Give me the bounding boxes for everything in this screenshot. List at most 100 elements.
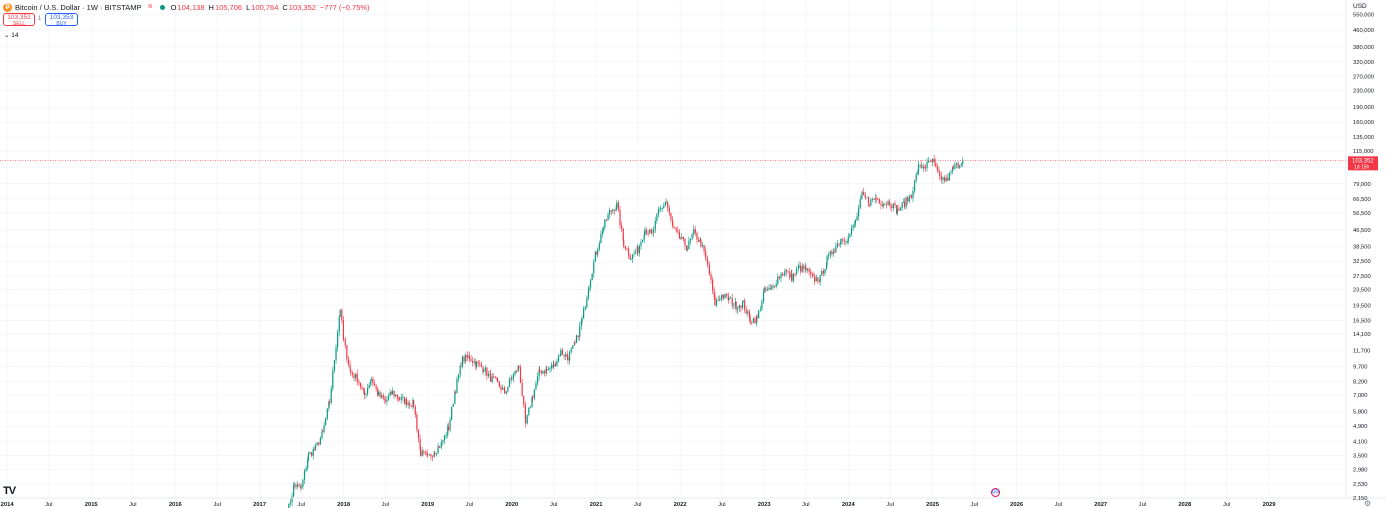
candle [381, 392, 383, 400]
candle [312, 446, 314, 460]
candle [417, 429, 420, 443]
candle [332, 366, 334, 392]
candle [896, 205, 898, 215]
buy-button[interactable]: 103,353 BUY [45, 13, 78, 27]
price-tick-label: 23,500 [1353, 287, 1371, 293]
candle [549, 366, 551, 373]
candle [339, 309, 341, 318]
candle [649, 228, 651, 235]
candle [791, 269, 793, 283]
candle [742, 300, 744, 304]
candle [346, 344, 348, 363]
indicators-toggle[interactable]: ⌄ 14 [4, 31, 19, 39]
candle [423, 449, 425, 456]
gear-icon[interactable]: ⚙ [1364, 499, 1372, 508]
market-status-icon[interactable]: ≋ [147, 4, 153, 10]
candle [651, 227, 653, 236]
time-tick-label: 2029 [1263, 502, 1277, 508]
candle [713, 287, 715, 300]
tradingview-logo-icon[interactable]: TV [3, 485, 16, 497]
candle [784, 268, 786, 278]
candle [565, 351, 567, 360]
candle [521, 378, 523, 397]
price-axis[interactable]: 2,150 2,530 2,980 3,500 4,100 4,900 5,800 7,000… [1353, 13, 1374, 502]
candle [650, 229, 652, 234]
candle [700, 237, 702, 248]
candle [609, 207, 611, 219]
candle [496, 376, 498, 381]
candle [486, 367, 488, 381]
time-axis[interactable]: 2014 Jul 2015 Jul 2016 Jul 2017 Jul 2018 Jul 2019 J… [1, 502, 1277, 508]
candle [554, 361, 556, 367]
candle [387, 393, 390, 402]
candle [619, 205, 621, 230]
candle [887, 199, 889, 206]
candle [629, 253, 631, 260]
candle [337, 329, 339, 352]
candle [734, 297, 737, 309]
candle [644, 227, 646, 236]
time-tick-label: Jul [550, 502, 557, 508]
candle [604, 218, 606, 231]
candle [610, 209, 612, 216]
currency-label[interactable]: USD [1353, 3, 1367, 10]
time-tick-label: 2028 [1178, 502, 1192, 508]
candle [852, 224, 854, 232]
candle [641, 239, 644, 243]
candle [621, 221, 623, 233]
candle [311, 451, 313, 458]
candle [439, 445, 441, 448]
candle [867, 195, 870, 207]
candle [593, 258, 595, 278]
candle [542, 370, 544, 375]
candle [959, 164, 961, 169]
candle [298, 482, 300, 488]
candle [794, 272, 796, 278]
candle [483, 369, 485, 373]
candle [451, 406, 453, 421]
candle [370, 376, 372, 381]
us-flag-icon[interactable]: US [991, 488, 1000, 497]
candle [880, 200, 882, 210]
candle [321, 428, 323, 440]
candle [829, 250, 831, 259]
candle [675, 227, 677, 233]
candle [672, 223, 674, 229]
candle [921, 160, 923, 169]
grid [0, 0, 1346, 499]
candle [557, 353, 560, 364]
candle [547, 366, 549, 371]
sell-button[interactable]: 103,352 SELL [3, 13, 35, 27]
candle [347, 356, 350, 368]
candle [826, 261, 828, 271]
candle [493, 373, 495, 379]
candle [826, 254, 828, 266]
candle [612, 208, 614, 214]
time-tick-label: Jul [1055, 502, 1062, 508]
candle [584, 305, 586, 311]
candle [677, 226, 679, 235]
price-tick-label: 14,100 [1353, 332, 1371, 338]
candle [936, 163, 939, 173]
time-tick-label: 2015 [85, 502, 99, 508]
candle [814, 273, 816, 286]
symbol-title[interactable]: Bitcoin / U.S. Dollar · 1W · BITSTAMP [15, 2, 142, 12]
candle [293, 482, 295, 488]
candle [500, 384, 502, 394]
candle [775, 280, 777, 289]
candle [470, 355, 472, 362]
ohlc-open-value: 104,138 [177, 2, 205, 12]
candle [617, 200, 620, 212]
candle [519, 364, 522, 384]
candle [633, 250, 635, 258]
time-tick-label: 2023 [758, 502, 772, 508]
candle [822, 268, 825, 277]
candle [511, 376, 513, 381]
candle [765, 286, 767, 293]
candle [318, 442, 320, 447]
candle [538, 366, 540, 381]
time-tick-label: Jul [971, 502, 978, 508]
candle [600, 230, 602, 244]
candle [761, 298, 763, 312]
